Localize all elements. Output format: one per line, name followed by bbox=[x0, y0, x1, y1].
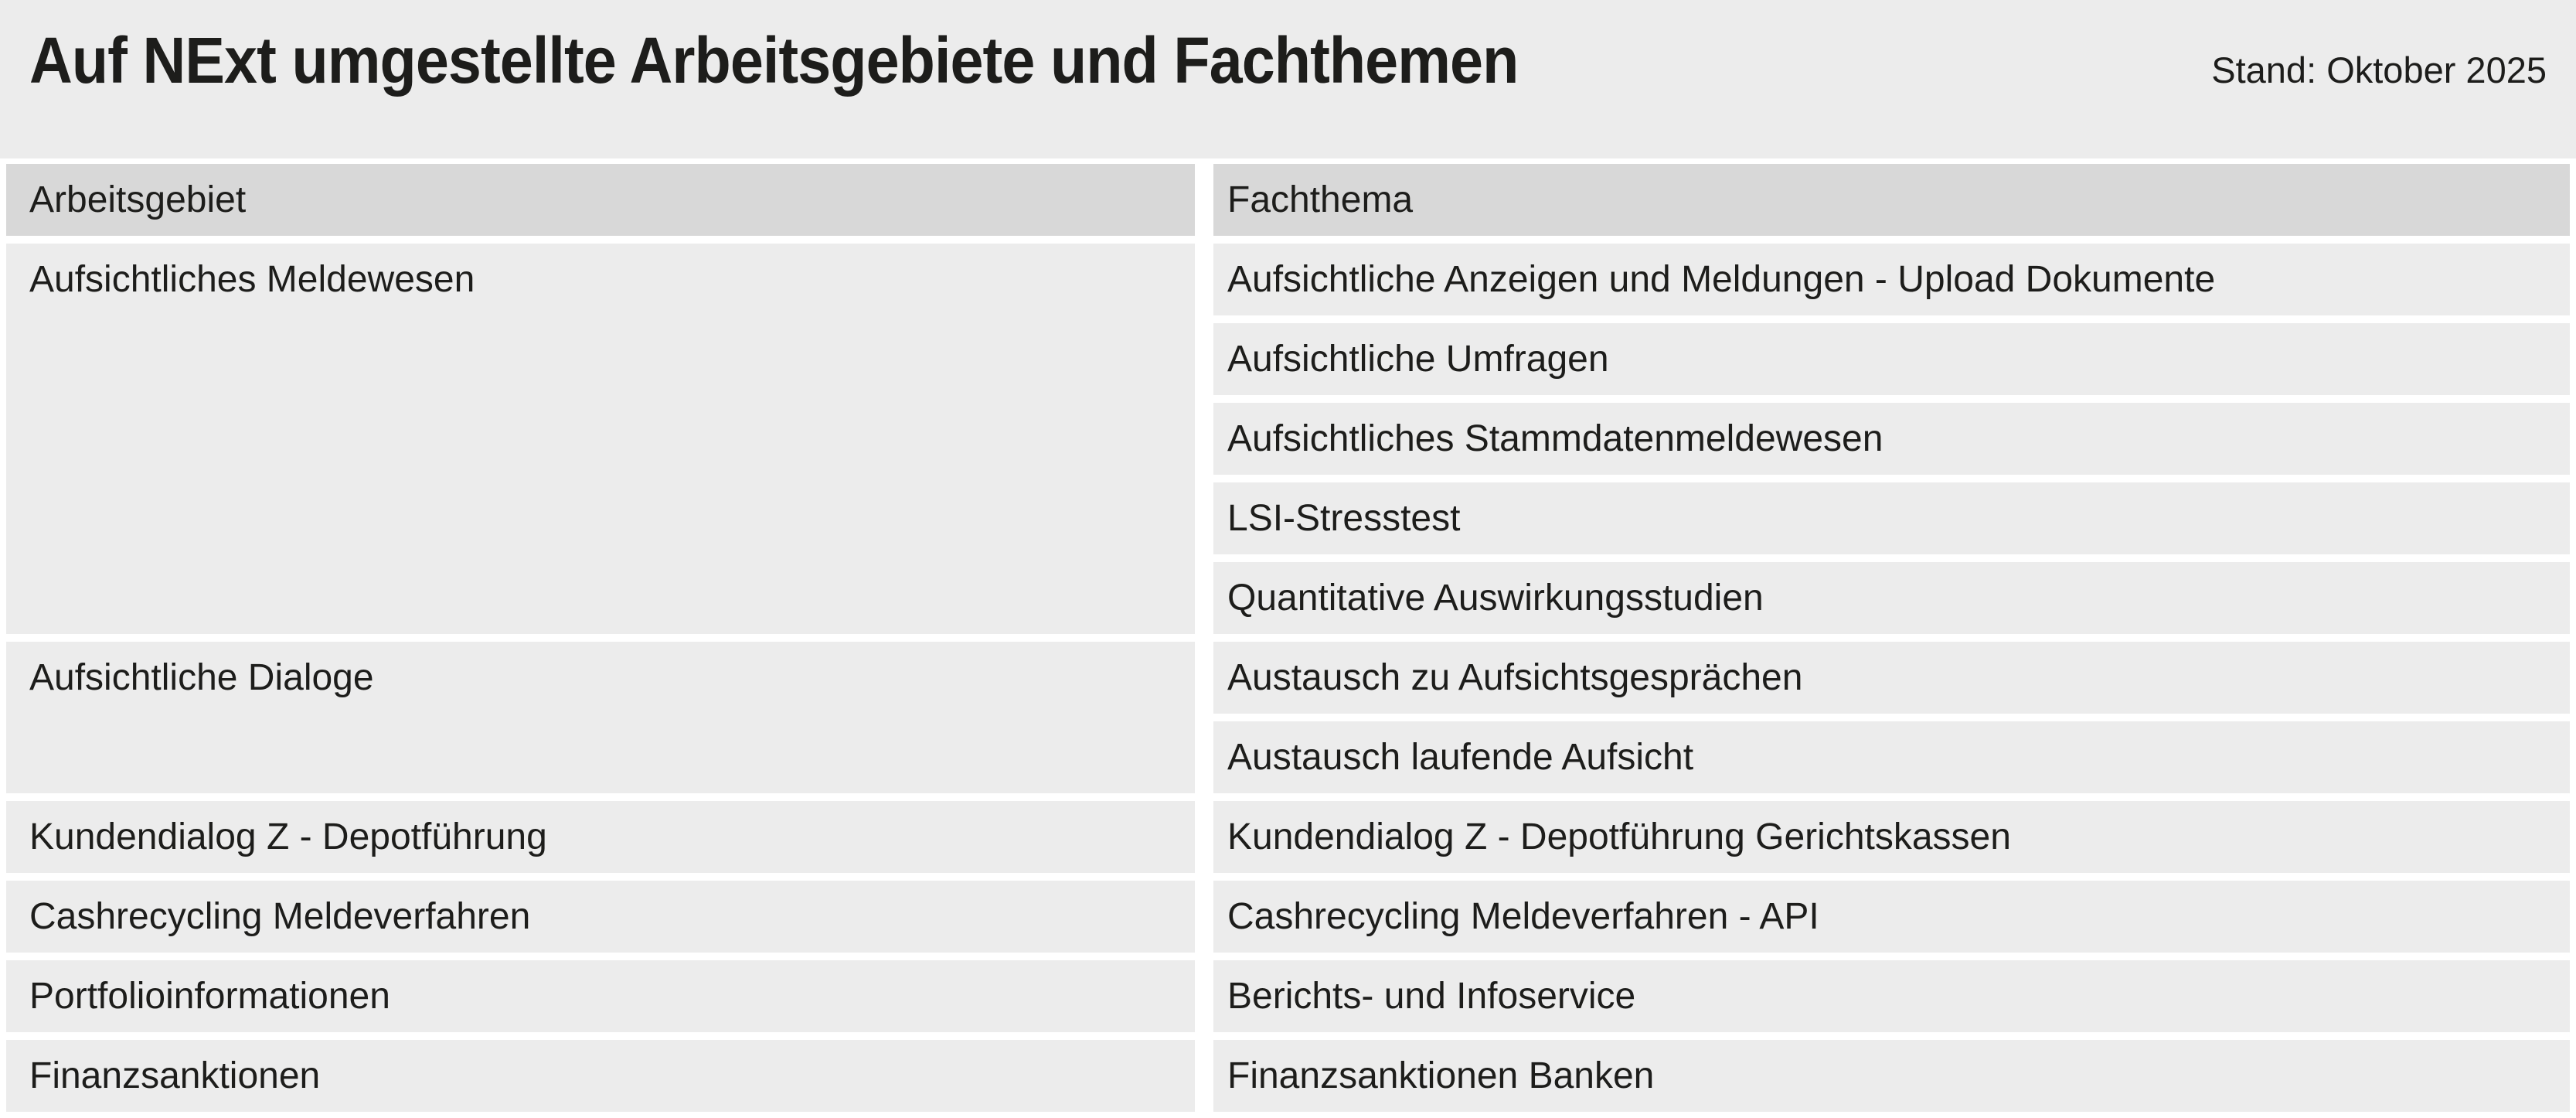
fachthema-cell: Aufsichtliches Stammdatenmeldewesen bbox=[1213, 403, 2570, 475]
table-group: Finanzsanktionen Finanzsanktionen Banken bbox=[6, 1040, 2570, 1112]
fachthema-list: Finanzsanktionen Banken bbox=[1213, 1040, 2570, 1112]
fachthema-cell: Quantitative Auswirkungsstudien bbox=[1213, 562, 2570, 634]
column-header-label: Fachthema bbox=[1227, 179, 1414, 220]
fachthema-cell: Aufsichtliche Umfragen bbox=[1213, 323, 2570, 395]
fachthema-label: Aufsichtliche Umfragen bbox=[1227, 339, 1609, 380]
table-group: Cashrecycling Meldeverfahren Cashrecycli… bbox=[6, 881, 2570, 953]
fachthema-label: Cashrecycling Meldeverfahren - API bbox=[1227, 896, 1819, 937]
fachthema-list: Austausch zu Aufsichtsgesprächen Austaus… bbox=[1213, 642, 2570, 793]
arbeitsgebiete-table: Arbeitsgebiet Fachthema Aufsichtliches M… bbox=[6, 164, 2570, 1112]
title-band: Auf NExt umgestellte Arbeitsgebiete und … bbox=[0, 0, 2576, 158]
fachthema-cell: Cashrecycling Meldeverfahren - API bbox=[1213, 881, 2570, 953]
fachthema-label: Finanzsanktionen Banken bbox=[1227, 1055, 1655, 1096]
arbeitsgebiet-label: Aufsichtliche Dialoge bbox=[29, 657, 374, 698]
arbeitsgebiet-label: Finanzsanktionen bbox=[29, 1055, 321, 1096]
arbeitsgebiet-cell: Portfolioinformationen bbox=[6, 960, 1195, 1032]
fachthema-label: Berichts- und Infoservice bbox=[1227, 976, 1636, 1017]
fachthema-label: Quantitative Auswirkungsstudien bbox=[1227, 578, 1764, 619]
fachthema-cell: Berichts- und Infoservice bbox=[1213, 960, 2570, 1032]
column-header-label: Arbeitsgebiet bbox=[29, 179, 247, 220]
fachthema-label: Aufsichtliches Stammdatenmeldewesen bbox=[1227, 418, 1884, 459]
fachthema-cell: Austausch zu Aufsichtsgesprächen bbox=[1213, 642, 2570, 714]
fachthema-cell: Aufsichtliche Anzeigen und Meldungen - U… bbox=[1213, 244, 2570, 315]
table-group: Aufsichtliches Meldewesen Aufsichtliche … bbox=[6, 244, 2570, 634]
table-body: Aufsichtliches Meldewesen Aufsichtliche … bbox=[6, 244, 2570, 1112]
arbeitsgebiet-cell: Aufsichtliches Meldewesen bbox=[6, 244, 1195, 634]
table-header-row: Arbeitsgebiet Fachthema bbox=[6, 164, 2570, 236]
fachthema-list: Aufsichtliche Anzeigen und Meldungen - U… bbox=[1213, 244, 2570, 634]
fachthema-list: Berichts- und Infoservice bbox=[1213, 960, 2570, 1032]
fachthema-label: Austausch zu Aufsichtsgesprächen bbox=[1227, 657, 1803, 698]
fachthema-cell: Austausch laufende Aufsicht bbox=[1213, 721, 2570, 793]
fachthema-label: Aufsichtliche Anzeigen und Meldungen - U… bbox=[1227, 259, 2216, 300]
fachthema-label: LSI-Stresstest bbox=[1227, 498, 1461, 539]
arbeitsgebiet-cell: Finanzsanktionen bbox=[6, 1040, 1195, 1112]
arbeitsgebiet-label: Cashrecycling Meldeverfahren bbox=[29, 896, 531, 937]
fachthema-cell: Finanzsanktionen Banken bbox=[1213, 1040, 2570, 1112]
fachthema-cell: Kundendialog Z - Depotführung Gerichtska… bbox=[1213, 801, 2570, 873]
table-group: Portfolioinformationen Berichts- und Inf… bbox=[6, 960, 2570, 1032]
column-header-fachthema-wrap: Fachthema bbox=[1213, 164, 2570, 236]
arbeitsgebiet-label: Portfolioinformationen bbox=[29, 976, 390, 1017]
arbeitsgebiet-label: Aufsichtliches Meldewesen bbox=[29, 259, 475, 300]
column-header-arbeitsgebiet: Arbeitsgebiet bbox=[6, 164, 1195, 236]
page-title: Auf NExt umgestellte Arbeitsgebiete und … bbox=[29, 24, 1519, 97]
table-group: Kundendialog Z - Depotführung Kundendial… bbox=[6, 801, 2570, 873]
column-header-fachthema: Fachthema bbox=[1213, 164, 2570, 236]
fachthema-label: Kundendialog Z - Depotführung Gerichtska… bbox=[1227, 816, 2011, 857]
table-group: Aufsichtliche Dialoge Austausch zu Aufsi… bbox=[6, 642, 2570, 793]
fachthema-label: Austausch laufende Aufsicht bbox=[1227, 737, 1694, 778]
stand-date-label: Stand: Oktober 2025 bbox=[2211, 49, 2547, 90]
arbeitsgebiet-cell: Kundendialog Z - Depotführung bbox=[6, 801, 1195, 873]
fachthema-list: Kundendialog Z - Depotführung Gerichtska… bbox=[1213, 801, 2570, 873]
fachthema-cell: LSI-Stresstest bbox=[1213, 482, 2570, 554]
arbeitsgebiet-cell: Cashrecycling Meldeverfahren bbox=[6, 881, 1195, 953]
arbeitsgebiet-label: Kundendialog Z - Depotführung bbox=[29, 816, 547, 857]
fachthema-list: Cashrecycling Meldeverfahren - API bbox=[1213, 881, 2570, 953]
arbeitsgebiet-cell: Aufsichtliche Dialoge bbox=[6, 642, 1195, 793]
